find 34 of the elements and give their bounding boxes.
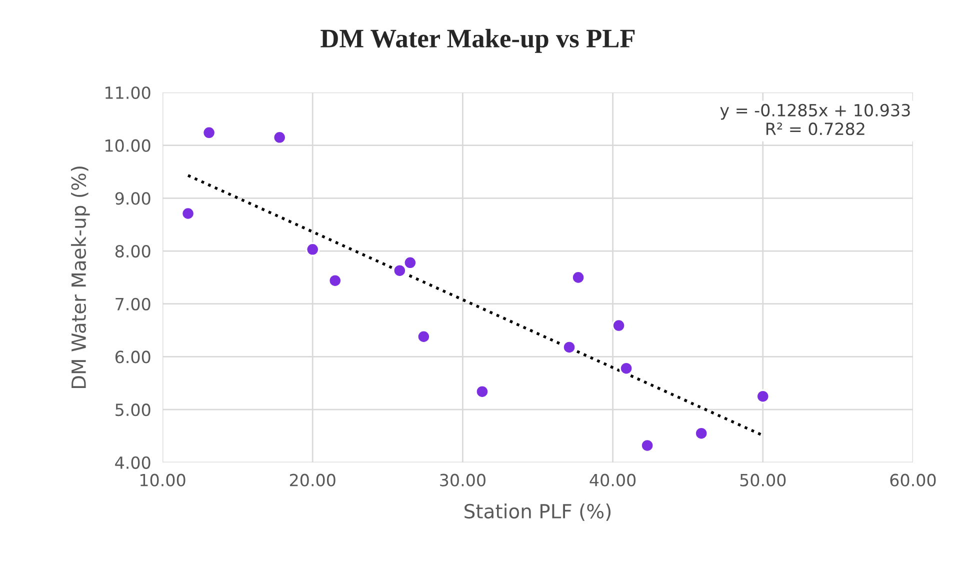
point — [202, 126, 216, 140]
point — [475, 384, 490, 399]
point — [180, 206, 196, 221]
y-tick-label: 8.00 — [115, 244, 150, 258]
x-tick-label: 30.00 — [440, 474, 486, 486]
point — [619, 361, 634, 376]
point — [416, 330, 431, 344]
y-tick-label: 7.00 — [116, 298, 150, 310]
x-axis-title: Station PLF (%) — [464, 504, 611, 521]
x-tick-label: 20.00 — [290, 474, 336, 486]
point — [612, 318, 626, 333]
x-tick-label: 60.00 — [890, 474, 936, 486]
y-tick-label: 10.00 — [106, 139, 150, 152]
point — [328, 274, 342, 288]
point — [272, 130, 287, 144]
point — [562, 340, 576, 354]
point — [694, 426, 708, 440]
y-tick-label: 6.00 — [115, 350, 150, 364]
point — [756, 389, 770, 404]
y-tick-label: 11.00 — [106, 86, 150, 100]
chart-title: DM Water Make-up vs PLF — [320, 28, 635, 53]
point — [392, 264, 407, 278]
point — [640, 438, 654, 453]
point — [403, 256, 418, 270]
x-tick-label: 50.00 — [740, 474, 786, 486]
y-tick-label: 4.00 — [115, 456, 150, 469]
x-tick-label: 10.00 — [140, 474, 186, 486]
point — [306, 242, 320, 256]
y-axis-title: DM Water Maek-up (%) — [70, 166, 90, 388]
annotation: y = -0.1285x + 10.933 R² = 0.7282 — [720, 104, 910, 136]
y-tick-label: 5.00 — [116, 404, 150, 416]
y-tick-label: 9.00 — [115, 192, 150, 205]
point — [571, 270, 586, 284]
x-tick-label: 40.00 — [590, 474, 636, 486]
